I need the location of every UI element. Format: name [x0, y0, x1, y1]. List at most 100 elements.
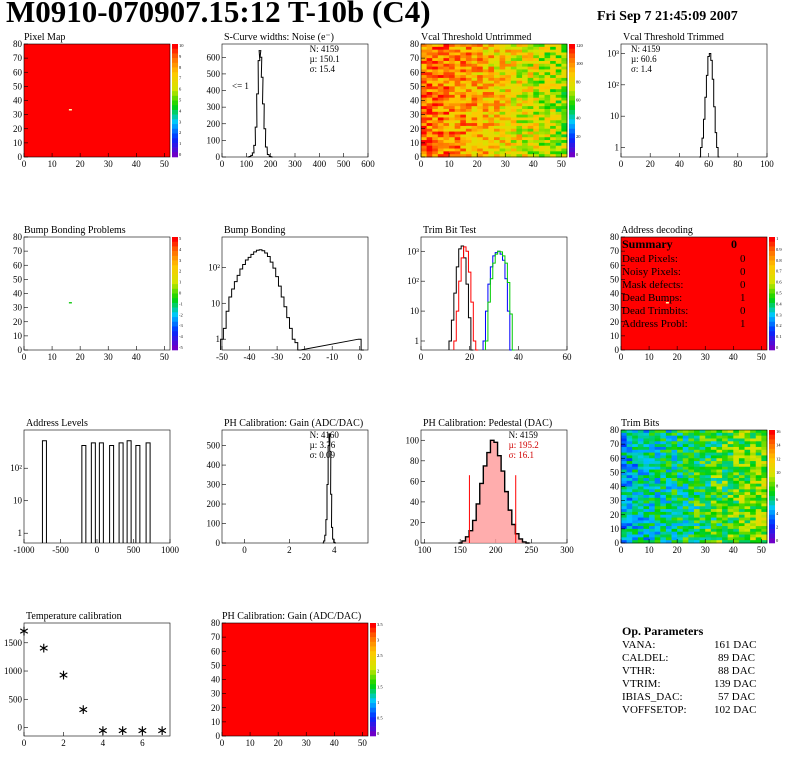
heatmap-cell [516, 92, 523, 96]
heatmap-cell [522, 89, 529, 93]
heatmap-cell [426, 58, 433, 62]
colorbar-segment [172, 255, 178, 261]
heatmap-cell [654, 478, 661, 482]
heatmap-cell [516, 69, 523, 73]
heatmap-cell [710, 534, 717, 538]
heatmap-cell [694, 480, 701, 485]
heatmap-cell [665, 483, 672, 487]
heatmap-cell [716, 520, 723, 524]
heatmap-cell [699, 435, 706, 439]
heatmap-cell [460, 148, 467, 152]
heatmap-cell [460, 137, 467, 141]
heatmap-cell [660, 486, 667, 490]
heatmap-cell [499, 44, 506, 48]
colorbar-segment [370, 684, 376, 690]
heatmap-cell [494, 89, 501, 93]
heatmap-cell [561, 106, 568, 110]
heatmap-cell [449, 134, 456, 138]
heatmap-cell [677, 466, 684, 470]
heatmap-cell [722, 469, 729, 473]
heatmap-cell [761, 444, 768, 448]
heatmap-cell [750, 503, 757, 507]
heatmap-cell [688, 486, 695, 490]
heatmap-cell [710, 500, 717, 504]
heatmap-cell [544, 44, 551, 48]
heatmap-cell [621, 466, 628, 470]
heatmap-cell [621, 520, 628, 524]
heatmap-cell [621, 494, 628, 499]
heatmap-cell [755, 446, 762, 451]
heatmap-cell [699, 514, 706, 518]
heatmap-cell [677, 432, 684, 437]
heatmap-cell [699, 472, 706, 476]
colorbar-segment [370, 688, 376, 694]
heatmap-cell [437, 123, 444, 127]
heatmap-cell [516, 145, 523, 149]
heatmap-cell [699, 483, 706, 487]
heatmap-cell [654, 480, 661, 485]
heatmap-cell [761, 472, 768, 476]
heatmap-cell [637, 463, 644, 468]
heatmap-cell [665, 435, 672, 439]
heatmap-cell [744, 486, 751, 490]
heatmap-cell [665, 466, 672, 470]
heatmap-cell [671, 480, 678, 485]
heatmap-cell [437, 63, 444, 68]
x-tick-label: 0 [419, 159, 424, 169]
histogram-series [458, 439, 530, 544]
heatmap-cell [755, 497, 762, 502]
heatmap-cell [443, 117, 450, 121]
scatter-point: ∗ [97, 723, 109, 739]
heatmap-cell [705, 531, 712, 535]
heatmap-cell [710, 461, 717, 465]
heatmap-cell [488, 60, 495, 65]
heatmap-cell [426, 92, 433, 96]
heatmap-cell [665, 444, 672, 448]
y-tick-label: 80 [211, 618, 221, 628]
heatmap-cell [454, 83, 461, 87]
y-tick-label: 0 [18, 345, 23, 355]
heatmap-cell [460, 63, 467, 68]
heatmap-cell [744, 472, 751, 476]
heatmap-cell [550, 111, 557, 116]
heatmap-cell [527, 58, 534, 62]
heatmap-cell [499, 106, 506, 110]
heatmap-cell [494, 134, 501, 138]
heatmap-cell [494, 60, 501, 65]
heatmap-cell [426, 44, 433, 48]
histogram-series [699, 52, 720, 158]
y-tick-label: 70 [211, 632, 221, 642]
heatmap-cell [677, 500, 684, 504]
heatmap-cell [471, 69, 478, 73]
heatmap-cell [432, 142, 439, 147]
heatmap-cell [665, 534, 672, 538]
heatmap-cell [744, 537, 751, 541]
heatmap-cell [761, 526, 768, 530]
heatmap-cell [744, 523, 751, 527]
colorbar-segment [172, 321, 178, 327]
heatmap-cell [460, 114, 467, 118]
summary-value-5: 1 [740, 318, 746, 330]
heatmap-cell [677, 480, 684, 485]
summary-value-0: 0 [740, 253, 746, 265]
heatmap-cell [482, 108, 489, 113]
heatmap-cell [682, 514, 689, 518]
heatmap-cell [727, 449, 734, 453]
heatmap-cell [426, 151, 433, 155]
histogram-spike [126, 440, 132, 543]
heatmap-cell [488, 94, 495, 99]
heatmap-cell [538, 100, 545, 104]
heatmap-cell [544, 142, 551, 147]
heatmap-cell [755, 494, 762, 499]
heatmap-cell [716, 466, 723, 470]
heatmap-cell [727, 523, 734, 527]
heatmap-cell [421, 111, 428, 116]
heatmap-cell [465, 117, 472, 121]
heatmap-cell [710, 528, 717, 533]
heatmap-cell [494, 86, 501, 90]
heatmap-cell [421, 77, 428, 82]
heatmap-cell [654, 452, 661, 456]
heatmap-cell [538, 55, 545, 59]
y-tick-label: 20 [211, 703, 221, 713]
